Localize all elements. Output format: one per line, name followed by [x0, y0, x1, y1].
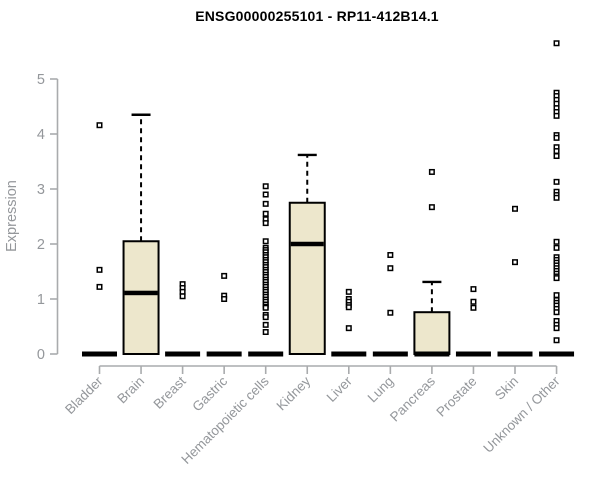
outlier-point — [345, 288, 352, 295]
collapsed-box — [539, 351, 575, 357]
outlier-point — [470, 286, 477, 293]
outlier-point — [553, 309, 560, 316]
outlier-point — [96, 122, 103, 129]
outlier-point — [553, 337, 560, 344]
outlier-point — [553, 40, 560, 47]
box-group-prostate — [455, 286, 491, 357]
outlier-point — [179, 293, 186, 300]
outlier-point — [96, 283, 103, 290]
outlier-point — [553, 244, 560, 251]
box-group-kidney — [288, 153, 326, 355]
box-group-bladder — [82, 122, 117, 357]
outlier-point — [262, 191, 269, 198]
outlier-point — [553, 134, 560, 141]
y-axis: 0 1 2 3 4 5 Expression — [4, 72, 59, 363]
box-group-gastric — [206, 272, 242, 357]
y-tick-label: 5 — [37, 72, 45, 88]
outlier-point — [553, 148, 560, 155]
y-tick-label: 0 — [37, 347, 45, 363]
chart-title: ENSG00000255101 - RP11-412B14.1 — [195, 8, 439, 24]
outlier-point — [387, 309, 394, 316]
box-group-brain — [122, 113, 160, 355]
x-tick-label-kidney: Kidney — [274, 373, 314, 413]
outlier-point — [470, 304, 477, 311]
x-tick-label-brain: Brain — [114, 374, 147, 407]
median-line — [290, 241, 324, 247]
x-tick-label-unknown-other: Unknown / Other — [480, 373, 563, 456]
box-group-unknown-other — [539, 40, 575, 357]
outlier-point — [262, 321, 269, 328]
outlier-point — [512, 205, 518, 212]
collapsed-box — [497, 351, 533, 357]
box — [413, 311, 451, 356]
collapsed-box — [206, 351, 242, 357]
x-tick-label-gastric: Gastric — [189, 373, 230, 414]
collapsed-box — [82, 351, 117, 357]
box-group-skin — [497, 205, 533, 357]
outlier-point — [553, 325, 560, 332]
y-tick-label: 4 — [37, 127, 45, 143]
y-tick-label: 1 — [37, 292, 45, 308]
outlier-point — [262, 238, 269, 245]
collapsed-box — [455, 351, 491, 357]
outlier-point — [262, 304, 269, 311]
outlier-point — [553, 153, 560, 159]
median-line — [124, 290, 158, 296]
outlier-point — [553, 275, 560, 282]
box — [288, 201, 326, 355]
outlier-point — [553, 178, 560, 185]
outlier-point — [262, 314, 269, 321]
outlier-point — [96, 266, 103, 273]
collapsed-box — [165, 351, 201, 357]
box-group-hematopoietic-cells — [248, 183, 284, 357]
y-axis-label: Expression — [4, 180, 20, 252]
collapsed-box — [372, 351, 408, 357]
outlier-point — [262, 210, 269, 217]
collapsed-box — [331, 351, 367, 357]
outlier-point — [262, 183, 269, 190]
outlier-point — [428, 204, 435, 211]
x-tick-label-liver: Liver — [324, 373, 356, 405]
y-tick-label: 2 — [37, 237, 45, 253]
outlier-point — [345, 304, 352, 311]
outlier-point — [262, 200, 269, 207]
box-group-liver — [331, 288, 367, 357]
outlier-point — [512, 259, 518, 266]
outlier-point — [387, 252, 394, 258]
outlier-point — [553, 194, 560, 201]
x-tick-label-pancreas: Pancreas — [387, 373, 438, 424]
collapsed-box — [248, 351, 284, 357]
outlier-point — [470, 298, 477, 305]
x-tick-label-skin: Skin — [492, 374, 521, 403]
outlier-point — [553, 112, 560, 119]
box-group-pancreas — [413, 168, 451, 357]
outlier-point — [387, 265, 394, 272]
outlier-point — [553, 238, 560, 245]
outlier-point — [262, 220, 269, 227]
outlier-point — [553, 292, 560, 299]
outlier-point — [428, 168, 435, 175]
median-line — [414, 351, 450, 357]
x-tick-label-lung: Lung — [365, 374, 397, 406]
x-tick-label-bladder: Bladder — [62, 373, 106, 417]
box-group-lung — [372, 252, 408, 357]
box-group-breast — [165, 281, 201, 357]
x-tick-label-prostate: Prostate — [433, 374, 479, 420]
x-tick-label-breast: Breast — [151, 373, 189, 411]
outlier-point — [221, 272, 228, 279]
box — [122, 240, 160, 355]
outlier-point — [262, 329, 269, 335]
outlier-point — [345, 325, 352, 332]
y-tick-label: 3 — [37, 182, 45, 198]
outlier-point — [221, 296, 228, 302]
